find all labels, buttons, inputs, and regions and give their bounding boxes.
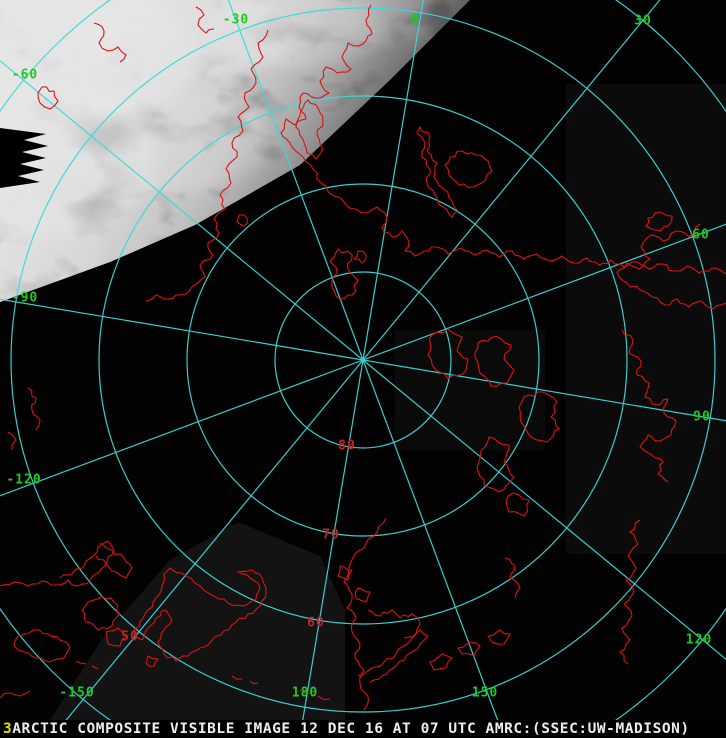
map-canvas (0, 0, 726, 720)
satellite-map: -30 0 30 -60 -90 -120 -150 180 150 120 90 60 80 70 60 5… (0, 0, 726, 720)
status-text: ARCTIC COMPOSITE VISIBLE IMAGE 12 DEC 16… (12, 721, 690, 737)
sensor-noise (0, 0, 726, 720)
status-bar: 3 ARCTIC COMPOSITE VISIBLE IMAGE 12 DEC 1… (0, 720, 726, 738)
status-frame-number: 3 (3, 721, 13, 737)
